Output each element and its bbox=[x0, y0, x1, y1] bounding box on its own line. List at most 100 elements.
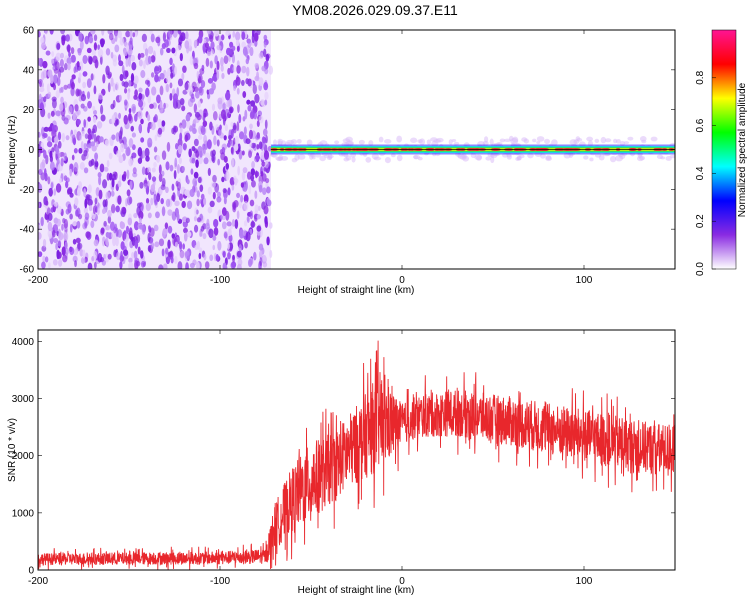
noise-blob bbox=[244, 241, 248, 249]
noise-blob bbox=[251, 161, 255, 169]
spectrogram-panel: -200 -100 0 100 60 40 20 0 -20 -40 -60 Height of … bbox=[7, 26, 676, 296]
noise-blob bbox=[90, 73, 94, 81]
noise-blob bbox=[226, 142, 231, 148]
noise-blob bbox=[266, 199, 272, 207]
noise-blob bbox=[138, 210, 144, 220]
noise-blob bbox=[174, 241, 178, 248]
noise-blob bbox=[59, 103, 64, 112]
noise-blob bbox=[82, 81, 87, 89]
noise-blob bbox=[145, 79, 150, 85]
noise-blob bbox=[238, 229, 245, 239]
noise-blob bbox=[167, 239, 171, 250]
noise-blob bbox=[138, 99, 144, 108]
noise-blob bbox=[167, 225, 173, 234]
noise-blob bbox=[206, 89, 210, 95]
noise-blob bbox=[263, 205, 269, 215]
noise-blob bbox=[157, 127, 163, 135]
noise-blob bbox=[211, 155, 215, 162]
noise-blob bbox=[268, 65, 274, 75]
noise-blob bbox=[237, 104, 240, 113]
noise-blob bbox=[246, 171, 252, 180]
noise-blob bbox=[230, 261, 236, 269]
noise-blob bbox=[123, 230, 127, 240]
noise-blob bbox=[60, 96, 64, 104]
noise-blob bbox=[128, 137, 134, 148]
noise-blob bbox=[209, 200, 215, 208]
noise-blob bbox=[103, 220, 107, 227]
signal-halo bbox=[536, 140, 541, 145]
noise-blob bbox=[192, 177, 198, 187]
noise-blob bbox=[216, 44, 222, 51]
noise-blob bbox=[111, 114, 116, 124]
noise-blob bbox=[139, 52, 145, 58]
noise-blob bbox=[181, 200, 186, 209]
noise-blob bbox=[56, 42, 61, 50]
noise-blob bbox=[158, 164, 162, 175]
noise-blob bbox=[150, 55, 156, 63]
noise-blob bbox=[71, 134, 76, 144]
signal-halo bbox=[515, 157, 520, 161]
noise-blob bbox=[47, 221, 53, 232]
noise-blob bbox=[212, 244, 216, 251]
signal-halo bbox=[383, 139, 392, 144]
signal-halo bbox=[510, 137, 519, 145]
noise-blob bbox=[229, 107, 233, 114]
noise-blob bbox=[203, 112, 207, 118]
noise-blob bbox=[147, 45, 154, 55]
noise-blob bbox=[111, 134, 116, 141]
noise-blob bbox=[48, 187, 53, 197]
noise-blob bbox=[91, 49, 97, 56]
noise-blob bbox=[38, 168, 43, 176]
noise-blob bbox=[221, 176, 225, 183]
noise-blob bbox=[241, 150, 245, 156]
noise-blob bbox=[71, 74, 76, 80]
noise-blob bbox=[221, 207, 227, 216]
noise-blob bbox=[61, 132, 66, 143]
spectrogram-y-ticks: 60 40 20 0 -20 -40 -60 bbox=[20, 26, 675, 276]
noise-blob bbox=[210, 49, 215, 56]
noise-blob bbox=[193, 224, 199, 233]
noise-blob bbox=[58, 66, 65, 73]
noise-blob bbox=[121, 206, 126, 213]
noise-blob bbox=[86, 47, 92, 54]
noise-blob bbox=[262, 128, 268, 137]
snr-series-line bbox=[38, 340, 675, 570]
noise-blob bbox=[264, 160, 269, 169]
noise-blob bbox=[147, 232, 151, 243]
noise-blob bbox=[124, 87, 128, 94]
noise-blob bbox=[77, 242, 83, 250]
noise-blob bbox=[115, 236, 119, 247]
signal-halo bbox=[604, 138, 612, 143]
noise-blob bbox=[149, 227, 155, 238]
noise-blob bbox=[207, 206, 213, 214]
noise-blob bbox=[236, 121, 240, 132]
noise-blob bbox=[167, 68, 171, 77]
noise-blob bbox=[92, 105, 96, 112]
noise-blob bbox=[196, 217, 202, 223]
noise-blob bbox=[177, 144, 183, 155]
noise-blob bbox=[254, 155, 261, 161]
noise-blob bbox=[153, 224, 159, 232]
noise-blob bbox=[75, 237, 81, 243]
noise-blob bbox=[70, 82, 75, 90]
noise-blob bbox=[162, 32, 166, 42]
noise-blob bbox=[209, 35, 214, 43]
signal-halo bbox=[545, 156, 552, 162]
signal-halo bbox=[594, 138, 600, 144]
noise-blob bbox=[210, 181, 216, 189]
noise-blob bbox=[193, 215, 197, 222]
noise-blob bbox=[83, 149, 88, 157]
noise-blob bbox=[93, 261, 97, 269]
noise-blob bbox=[198, 252, 202, 260]
noise-blob bbox=[42, 238, 47, 248]
noise-blob bbox=[212, 110, 218, 121]
noise-blob bbox=[131, 62, 137, 71]
noise-blob bbox=[78, 147, 83, 154]
noise-blob bbox=[46, 83, 50, 93]
noise-blob bbox=[56, 218, 61, 227]
noise-blob bbox=[144, 48, 149, 57]
noise-blob bbox=[160, 198, 164, 205]
noise-blob bbox=[216, 139, 220, 147]
noise-blob bbox=[179, 124, 183, 134]
noise-blob bbox=[67, 105, 73, 115]
